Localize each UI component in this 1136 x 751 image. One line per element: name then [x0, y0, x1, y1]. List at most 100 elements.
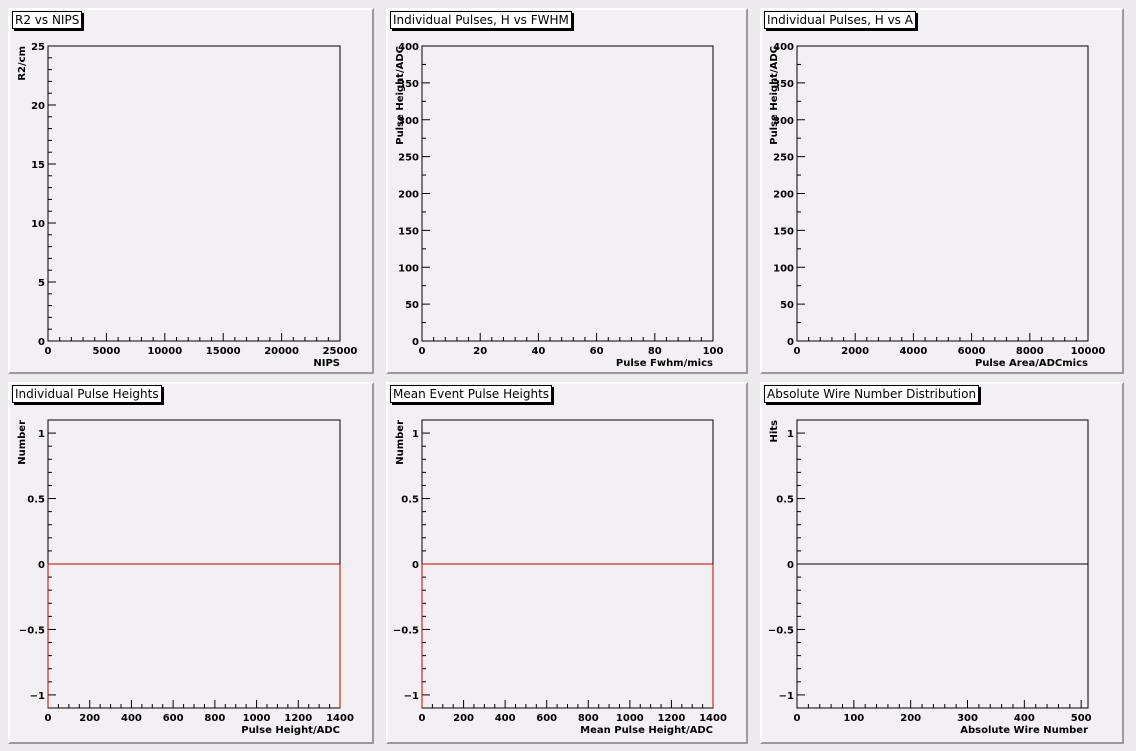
x-tick-label: 100 — [843, 713, 864, 724]
y-axis-label: Pulse Height/ADC — [395, 46, 406, 145]
y-tick-label: 5 — [38, 278, 45, 289]
x-tick-label: 800 — [204, 713, 225, 724]
y-tick-label: 0 — [412, 560, 419, 571]
chart-title: Individual Pulses, H vs A — [764, 11, 916, 29]
x-axis-label: NIPS — [313, 358, 340, 369]
panel-pulse-heights[interactable]: Individual Pulse Heights 0 200 400 600 800 10… — [8, 382, 374, 744]
y-tick-label: −1 — [30, 691, 45, 702]
x-tick-label: 4000 — [899, 346, 927, 357]
y-tick-label: 0 — [787, 337, 794, 348]
x-tick-label: 200 — [453, 713, 474, 724]
x-tick-label: 80 — [648, 346, 662, 357]
panel-r2-vs-nips[interactable]: R2 vs NIPS 0 5000 10000 15000 20000 25000 0 5 10… — [8, 8, 374, 374]
y-tick-label: 0.5 — [401, 495, 419, 506]
y-axis-label: Pulse Height/ADC — [769, 46, 780, 145]
y-tick-label: 400 — [773, 42, 794, 53]
y-tick-label: 1 — [787, 429, 794, 440]
panel-wire-distribution[interactable]: Absolute Wire Number Distribution 0 100 20… — [760, 382, 1124, 744]
x-tick-label: 600 — [163, 713, 184, 724]
y-tick-label: 250 — [773, 153, 794, 164]
panel-mean-pulse-heights[interactable]: Mean Event Pulse Heights 0 200 400 600 800 10… — [386, 382, 748, 744]
y-tick-label: 50 — [405, 300, 419, 311]
y-tick-label: 0 — [787, 560, 794, 571]
x-axis-label: Pulse Fwhm/mics — [616, 358, 713, 369]
panel-h-vs-a[interactable]: Individual Pulses, H vs A 0 2000 4000 6000 8… — [760, 8, 1124, 374]
x-tick-label: 5000 — [92, 346, 120, 357]
y-tick-label: −0.5 — [393, 625, 419, 636]
plot-h-vs-fwhm: 0 20 40 60 80 100050100150200250300350400Puls… — [395, 42, 724, 369]
y-axis-label: R2/cm — [17, 46, 28, 81]
plot-pulse-heights: 0 200 400 600 800 1000 1200 1400 −1 −0.5 0 0.5 1 Puls… — [17, 419, 354, 736]
x-tick-label: 40 — [531, 346, 545, 357]
plot-frame — [421, 45, 714, 342]
plot-h-vs-a: 0 2000 4000 6000 8000 10000 0 50 100 150 200 250 300… — [769, 42, 1106, 369]
chart-title: Individual Pulse Heights — [12, 385, 162, 403]
panel-h-vs-fwhm[interactable]: Individual Pulses, H vs FWHM 0 20 40 60 80 10… — [386, 8, 748, 374]
chart-title: R2 vs NIPS — [12, 11, 83, 29]
x-tick-label: 200 — [79, 713, 100, 724]
y-tick-label: 10 — [31, 219, 45, 230]
y-tick-label: 350 — [398, 79, 419, 90]
y-tick-label: 250 — [398, 153, 419, 164]
x-tick-label: 1400 — [326, 713, 354, 724]
x-tick-label: 500 — [1071, 713, 1092, 724]
y-tick-label: 0 — [38, 337, 45, 348]
plot-wire-distribution: 0 100 200 300 400 500 −1 −0.5 0 0.5 1 Absolute Wire… — [768, 419, 1092, 736]
x-axis-label: Mean Pulse Height/ADC — [580, 725, 713, 736]
x-tick-label: 60 — [590, 346, 604, 357]
x-tick-label: 800 — [578, 713, 599, 724]
y-tick-label: −0.5 — [768, 625, 794, 636]
x-axis-label: Absolute Wire Number — [960, 725, 1088, 736]
x-tick-label: 10000 — [147, 346, 182, 357]
x-tick-label: 25000 — [323, 346, 358, 357]
x-tick-label: 0 — [45, 713, 52, 724]
x-tick-label: 300 — [957, 713, 978, 724]
chart-title: Mean Event Pulse Heights — [390, 385, 553, 403]
x-tick-label: 200 — [900, 713, 921, 724]
x-tick-label: 0 — [419, 346, 426, 357]
x-tick-label: 400 — [121, 713, 142, 724]
chart-title: Absolute Wire Number Distribution — [764, 385, 980, 403]
y-tick-label: 1 — [38, 429, 45, 440]
x-tick-label: 0 — [419, 713, 426, 724]
y-tick-label: 300 — [773, 116, 794, 127]
y-tick-label: 0 — [38, 560, 45, 571]
x-tick-label: 1000 — [616, 713, 644, 724]
x-tick-label: 600 — [536, 713, 557, 724]
y-tick-label: 0.5 — [776, 495, 794, 506]
y-tick-label: 100 — [773, 263, 794, 274]
plot-mean-pulse-heights: 0 200 400 600 800 1000 1200 1400 −1 −0.5 0 0.5 1 Mean… — [393, 419, 727, 736]
x-tick-label: 400 — [495, 713, 516, 724]
plot-frame — [47, 45, 341, 342]
y-tick-label: 1 — [412, 429, 419, 440]
x-tick-label: 15000 — [206, 346, 241, 357]
x-tick-label: 1000 — [243, 713, 271, 724]
y-axis-label: Number — [395, 420, 406, 465]
chart-title: Individual Pulses, H vs FWHM — [390, 11, 572, 29]
y-tick-label: 150 — [773, 226, 794, 237]
x-tick-label: 100 — [703, 346, 724, 357]
x-tick-label: 0 — [794, 713, 801, 724]
y-tick-label: 200 — [398, 190, 419, 201]
x-tick-label: 10000 — [1071, 346, 1106, 357]
plot-r2-vs-nips: 0 5000 10000 15000 20000 25000 0 5 10 15 20 25 NIPS R… — [17, 42, 358, 369]
y-tick-label: 20 — [31, 101, 45, 112]
y-axis-label: Number — [17, 420, 28, 465]
y-tick-label: 0 — [412, 337, 419, 348]
y-tick-label: −1 — [779, 691, 794, 702]
y-tick-label: 100 — [398, 263, 419, 274]
y-tick-label: −0.5 — [19, 625, 45, 636]
x-axis-label: Pulse Height/ADC — [241, 725, 340, 736]
x-tick-label: 1400 — [699, 713, 727, 724]
x-tick-label: 8000 — [1016, 346, 1044, 357]
y-tick-label: 15 — [31, 160, 45, 171]
y-axis-label: Hits — [769, 420, 780, 443]
y-tick-label: 150 — [398, 226, 419, 237]
y-tick-label: 350 — [773, 79, 794, 90]
x-tick-label: 0 — [45, 346, 52, 357]
y-tick-label: 300 — [398, 116, 419, 127]
x-tick-label: 20000 — [264, 346, 299, 357]
x-tick-label: 2000 — [841, 346, 869, 357]
x-tick-label: 1200 — [658, 713, 686, 724]
